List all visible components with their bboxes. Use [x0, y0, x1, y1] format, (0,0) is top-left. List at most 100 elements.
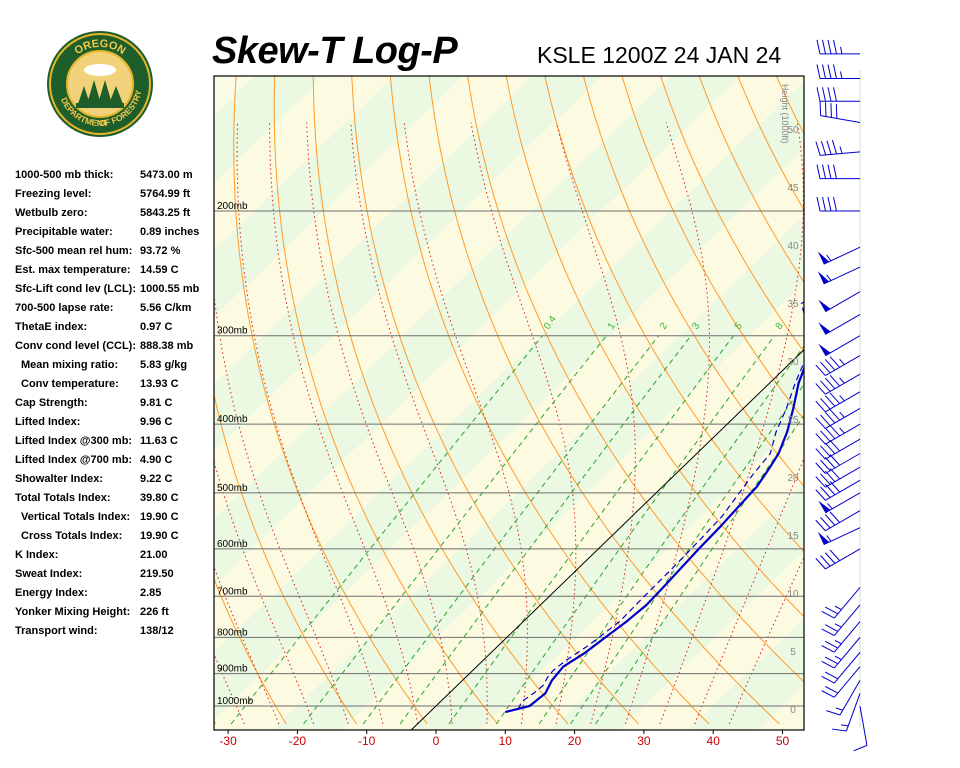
wind-barb-full — [816, 196, 821, 212]
wind-barb-half — [834, 605, 842, 611]
wind-barb-full — [820, 517, 831, 529]
wind-barb-full — [821, 610, 835, 619]
wind-barb-full — [820, 398, 831, 410]
x-tick-label: 20 — [568, 734, 582, 748]
wind-barb-full — [819, 101, 822, 116]
wind-barb-full — [825, 102, 827, 117]
wind-barb-half — [834, 640, 842, 645]
height-tick-label: 10 — [787, 589, 799, 600]
temperature-band — [214, 148, 804, 730]
height-tick-label: 15 — [787, 531, 799, 542]
wind-barb-half — [841, 724, 849, 727]
wind-barb-half — [839, 358, 845, 365]
temperature-band — [688, 618, 804, 730]
wind-barb-full — [832, 728, 847, 732]
index-row: Sweat Index: 219.50 — [15, 565, 215, 584]
wind-barb-full — [824, 606, 839, 615]
wind-barb — [818, 291, 861, 313]
mixing-ratio-label: 3 — [690, 320, 702, 331]
wind-barb — [817, 246, 861, 265]
moist-adiabat — [350, 122, 488, 724]
index-value: 4.90 C — [140, 454, 173, 466]
wind-barb-full — [827, 196, 832, 212]
index-label: Lifted Index @700 mb: — [15, 454, 133, 466]
wind-barb-staff — [825, 355, 861, 376]
wind-barb-half — [840, 71, 843, 79]
index-label: Total Totals Index: — [15, 492, 111, 504]
index-value: 19.90 C — [140, 511, 179, 523]
pressure-label: 300mb — [217, 326, 248, 337]
wind-barb-full — [816, 164, 821, 179]
pressure-label: 500mb — [217, 483, 248, 494]
mixing-ratio-line — [495, 335, 775, 725]
dry-adiabat — [273, 76, 498, 725]
wind-barb — [818, 314, 861, 335]
wind-barb-half — [839, 395, 845, 402]
index-row: Freezing level: 5764.99 ft — [15, 185, 215, 204]
wind-barb-staff — [820, 151, 861, 156]
wind-barb-full — [815, 141, 821, 156]
moist-adiabat — [555, 122, 636, 725]
wind-barb — [815, 548, 861, 570]
wind-barb-full — [815, 462, 826, 474]
wind-barb — [816, 39, 860, 55]
wind-barb — [815, 140, 861, 156]
temperature-band — [272, 215, 804, 730]
wind-barb-full — [815, 476, 826, 488]
temperature-band — [757, 685, 804, 730]
index-row: Sfc-Lift cond lev (LCL): 1000.55 mb — [15, 280, 215, 299]
wind-barb-full — [820, 445, 831, 457]
wind-barb-staff — [825, 314, 861, 335]
index-row: Precipitable water: 0.89 inches — [15, 223, 215, 242]
index-label: Est. max temperature: — [15, 264, 131, 276]
wind-barb-full — [824, 671, 839, 680]
height-tick-label: 0 — [790, 705, 796, 716]
index-row: Est. max temperature: 14.59 C — [15, 261, 215, 280]
wind-barb-full — [820, 361, 831, 374]
stability-indices-panel: 1000-500 mb thick: 5473.00 m Freezing leve… — [15, 166, 215, 641]
wind-barb — [821, 652, 861, 684]
station-time-title: KSLE 1200Z 24 JAN 24 — [537, 42, 782, 68]
index-value: 5843.25 ft — [140, 207, 191, 219]
index-value: 888.38 mb — [140, 340, 194, 352]
dry-adiabat — [428, 76, 780, 725]
wind-barb-full — [821, 690, 835, 698]
wind-barb-staff — [820, 115, 861, 124]
wind-barb — [815, 438, 861, 460]
temperature-band — [214, 76, 741, 586]
pressure-label: 900mb — [217, 664, 248, 675]
wind-barb-flag — [817, 271, 830, 284]
index-row: Showalter Index: 9.22 C — [15, 470, 215, 489]
pressure-label: 600mb — [217, 539, 248, 550]
index-label: Yonker Mixing Height: — [15, 606, 131, 618]
wind-barb-half — [839, 427, 845, 434]
x-tick-label: -30 — [219, 734, 237, 748]
index-label: Lifted Index @300 mb: — [15, 435, 133, 447]
wind-barb-full — [824, 685, 839, 694]
wind-barb — [821, 637, 861, 669]
wind-barb — [816, 64, 860, 80]
wind-barb — [821, 587, 861, 619]
height-tick-label: 40 — [787, 241, 799, 252]
index-value: 5764.99 ft — [140, 188, 191, 200]
wind-barb-staff — [825, 479, 861, 501]
dry-adiabat — [660, 76, 804, 353]
wind-barb-flag — [818, 322, 831, 335]
height-tick-label: 20 — [787, 473, 799, 484]
moist-adiabat — [403, 122, 528, 724]
index-row: Lifted Index @700 mb: 4.90 C — [15, 451, 215, 470]
wind-barb-full — [820, 473, 831, 485]
wind-barb — [815, 391, 861, 413]
height-axis-label: Height (1000ft) — [780, 84, 790, 144]
wind-barb — [821, 621, 861, 653]
wind-barb-half — [839, 377, 845, 384]
x-tick-label: -10 — [358, 734, 376, 748]
index-value: 14.59 C — [140, 264, 179, 276]
index-value: 21.00 — [140, 549, 168, 561]
wind-barb-full — [815, 400, 826, 413]
dry-adiabat — [505, 76, 804, 618]
index-value: 93.72 % — [140, 245, 181, 257]
index-value: 39.80 C — [140, 492, 179, 504]
wind-barb-full — [829, 549, 841, 561]
dry-adiabat — [467, 76, 804, 683]
